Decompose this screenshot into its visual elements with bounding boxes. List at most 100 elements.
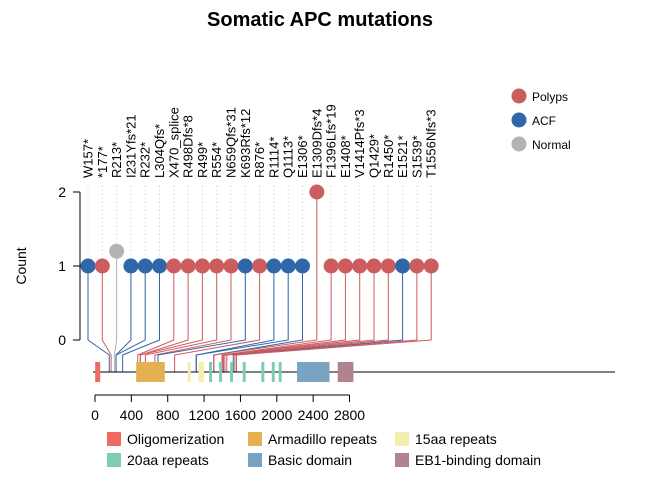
domain-legend-label: Oligomerization [127,431,224,447]
mutation-label: R232* [138,142,153,178]
domain-legend-swatch [395,432,409,446]
legend-label: Polyps [532,90,568,104]
connector-line [232,266,404,372]
mutation-point [423,258,439,274]
mutation-label: *177* [95,146,110,178]
connector-line [144,266,218,372]
connector-line [139,266,203,372]
mutation-point [380,258,396,274]
mutation-label: T1556Nfs*3 [424,109,439,178]
chart-title: Somatic APC mutations [207,9,433,31]
mutation-point [252,258,268,274]
mutation-label: W157* [81,139,96,178]
mutation-point [123,258,139,274]
mutation-label: R498Dfs*8 [181,115,196,178]
mutation-label: E1306* [295,135,310,178]
protein-domain [271,362,275,382]
mutation-point [266,258,282,274]
domain-legend-label: 20aa repeats [127,452,209,468]
mutation-point [194,258,210,274]
mutation-point [223,258,239,274]
mutation-label: F1396Lfs*19 [324,104,339,178]
connector-line [113,251,118,372]
legend-marker [511,88,527,104]
mutation-label: R1450* [381,135,396,178]
mutation-label: E1408* [338,135,353,178]
connector-line [226,266,389,372]
mutation-point [323,258,339,274]
mutation-label: R499* [195,142,210,178]
mutation-point [366,258,382,274]
protein-domain [209,362,213,382]
connector-line [101,266,112,372]
connector-line [234,266,418,372]
mutation-point [180,258,196,274]
connector-line [223,266,361,372]
x-tick-label: 1600 [225,407,256,423]
legend-marker [511,136,527,152]
protein-domain [187,362,191,382]
x-tick-label: 400 [120,407,144,423]
protein-domain [198,362,205,382]
connector-line [137,266,175,372]
protein-domain [261,362,265,382]
connector-line [224,266,375,372]
legend-label: ACF [532,114,556,128]
mutation-label: K693Rfs*12 [238,109,253,178]
mutation-label: N659Qfs*31 [224,107,239,178]
mutation-label: V1414Pfs*3 [352,109,367,178]
domain-legend-label: 15aa repeats [415,431,497,447]
connector-line [213,192,318,372]
y-tick-label: 2 [58,184,66,200]
domain-legend-label: EB1-binding domain [415,452,541,468]
protein-domain [219,362,223,382]
connector-line [87,266,110,372]
x-tick-label: 800 [156,407,180,423]
y-axis-label: Count [13,247,29,284]
domain-legend-swatch [395,453,409,467]
domain-legend-swatch [107,432,121,446]
mutation-point [94,258,110,274]
x-tick-label: 0 [91,407,99,423]
mutation-point [309,184,325,200]
x-tick-label: 1200 [189,407,220,423]
mutation-point [209,258,225,274]
mutation-point [137,258,153,274]
x-tick-label: 2800 [334,407,365,423]
mutation-label: L304Qfs* [152,124,167,178]
mutation-label: I231Yfs*21 [123,114,138,178]
mutation-label: X470_splice [166,107,181,178]
legend-marker [511,112,527,128]
connector-line [139,266,189,372]
mutation-point [337,258,353,274]
domain-legend-swatch [107,453,121,467]
protein-domain [278,362,282,382]
connector-line [122,266,160,372]
mutation-label: Q1429* [367,134,382,178]
mutation-point [152,258,167,274]
mutation-label: E1521* [395,135,410,178]
connector-line [154,266,232,372]
mutation-label: R1114* [266,137,281,178]
mutation-label: R213* [109,142,124,178]
connector-line [221,266,332,372]
mutation-point [409,258,425,274]
protein-domain [229,362,233,382]
mutation-point [237,258,253,274]
mutation-point [280,258,296,274]
domain-legend-swatch [248,453,262,467]
mutation-label: R554* [209,142,224,178]
mutation-point [395,258,411,274]
x-tick-label: 2400 [298,407,329,423]
mutation-label: R876* [252,142,267,178]
connector-line [195,266,289,372]
x-tick-label: 2000 [261,407,292,423]
mutation-label: Q1113* [281,136,296,178]
mutation-label: E1309Dfs*4 [309,109,324,178]
mutation-point [109,243,125,259]
plot-layer: 0 1 2 W157* *177* R213* I231Yfs*21 R232* L304Qfs… [58,88,615,468]
connector-line [115,266,146,372]
domain-legend-label: Basic domain [268,452,352,468]
